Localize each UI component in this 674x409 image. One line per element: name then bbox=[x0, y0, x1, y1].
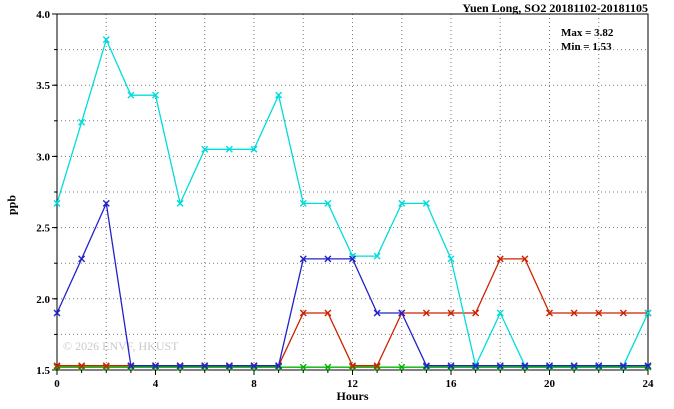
svg-text:0: 0 bbox=[54, 378, 60, 390]
svg-text:1.5: 1.5 bbox=[36, 365, 50, 377]
svg-text:2.0: 2.0 bbox=[36, 294, 50, 306]
svg-text:24: 24 bbox=[643, 378, 655, 390]
svg-text:3.0: 3.0 bbox=[36, 151, 50, 163]
svg-text:8: 8 bbox=[251, 378, 257, 390]
watermark: © 2026 ENVF, HKUST bbox=[63, 339, 179, 353]
x-axis-label: Hours bbox=[336, 389, 369, 403]
svg-text:16: 16 bbox=[446, 378, 458, 390]
svg-text:20: 20 bbox=[544, 378, 556, 390]
svg-text:2.5: 2.5 bbox=[36, 223, 50, 235]
svg-text:4: 4 bbox=[153, 378, 159, 390]
svg-text:4.0: 4.0 bbox=[36, 9, 50, 21]
svg-text:12: 12 bbox=[347, 378, 359, 390]
svg-text:3.5: 3.5 bbox=[36, 80, 50, 92]
annotation-max: Max = 3.82 bbox=[561, 27, 614, 39]
chart-title: Yuen Long, SO2 20181102-20181105 bbox=[462, 1, 648, 15]
